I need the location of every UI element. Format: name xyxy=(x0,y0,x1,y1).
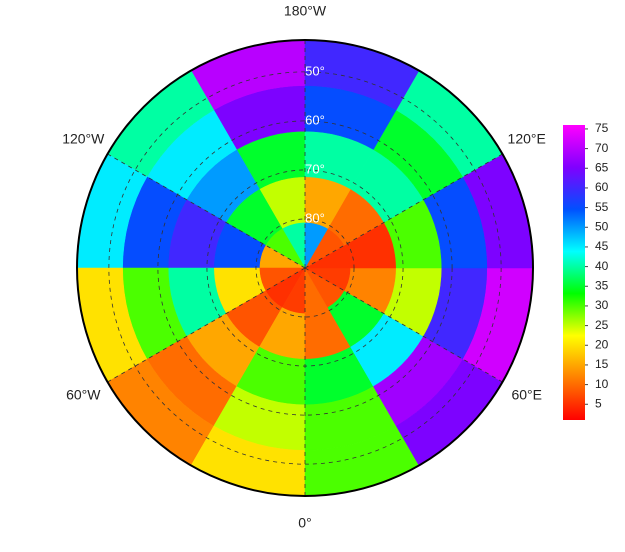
meridian-line xyxy=(304,153,503,269)
longitude-label: 0° xyxy=(298,515,311,531)
latitude-label: 50° xyxy=(305,63,325,78)
colorbar-tick-label: 75 xyxy=(595,121,609,135)
colorbar-tick-label: 55 xyxy=(595,200,609,214)
latitude-label: 80° xyxy=(305,210,325,225)
colorbar-tick-label: 20 xyxy=(595,337,609,351)
latitude-line xyxy=(157,120,453,416)
colorbar-tick-label: 40 xyxy=(595,259,609,273)
longitude-label: 180°W xyxy=(284,3,327,19)
colorbar-tick-label: 30 xyxy=(595,298,609,312)
latitude-label: 70° xyxy=(305,161,325,176)
longitude-label: 60°W xyxy=(66,387,101,403)
latitude-line xyxy=(108,71,502,465)
colorbar-tick-label: 65 xyxy=(595,160,609,174)
colorbar-tick-label: 60 xyxy=(595,180,609,194)
meridian-line xyxy=(304,267,503,383)
colorbar-tick-label: 10 xyxy=(595,377,609,391)
colorbar-tick-label: 45 xyxy=(595,239,609,253)
colorbar-tick-label: 5 xyxy=(595,396,602,410)
longitude-label: 60°E xyxy=(511,387,542,403)
colorbar-tick-label: 25 xyxy=(595,318,609,332)
map-frame xyxy=(76,39,534,497)
colorbar-tick-label: 15 xyxy=(595,357,609,371)
colorbar xyxy=(563,125,585,420)
colorbar-tick-label: 35 xyxy=(595,278,609,292)
latitude-line xyxy=(255,218,355,318)
longitude-label: 120°W xyxy=(62,131,105,147)
colorbar-tick-label: 70 xyxy=(595,141,609,155)
latitude-label: 60° xyxy=(305,112,325,127)
meridian-line xyxy=(107,153,306,269)
meridian-line xyxy=(107,267,306,383)
colorbar-tick-label: 50 xyxy=(595,219,609,233)
longitude-label: 120°E xyxy=(508,131,546,147)
